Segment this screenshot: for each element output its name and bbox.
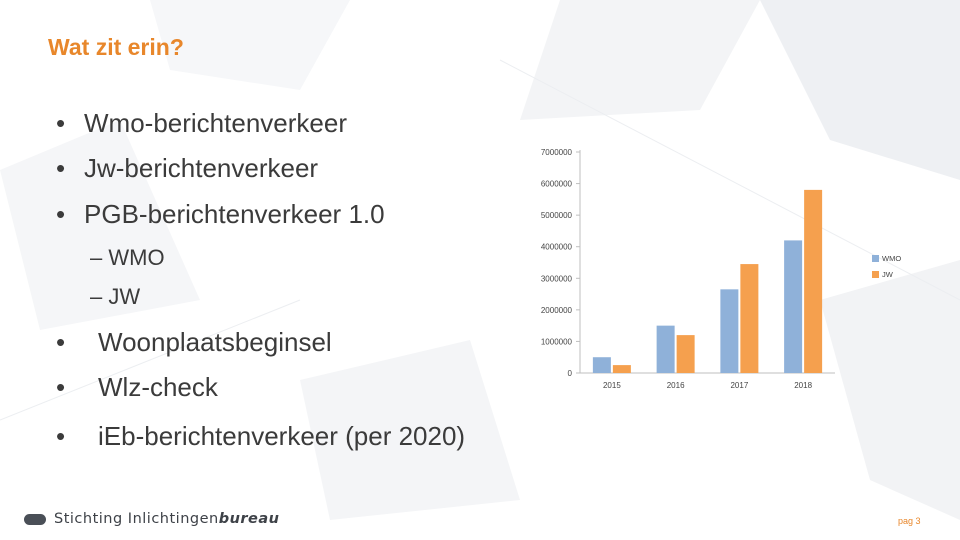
bullet-item: • Woonplaatsbeginsel xyxy=(56,326,332,358)
legend-label-wmo: WMO xyxy=(882,254,901,263)
org-name-bold: bureau xyxy=(218,511,280,527)
bar-wmo-2015 xyxy=(592,357,611,373)
y-tick-label: 3000000 xyxy=(541,274,573,283)
sub-bullet-jw: – JW xyxy=(90,284,141,309)
footer-logo: Stichting Inlichtingenbureau xyxy=(24,511,280,527)
y-tick-label: 6000000 xyxy=(541,180,573,189)
org-name-regular: Stichting Inlichtingen xyxy=(54,511,219,527)
bar-jw-2016 xyxy=(676,335,695,373)
bullet-text: Jw-berichtenverkeer xyxy=(84,153,319,183)
bullet-dot-icon: • xyxy=(56,372,66,402)
bullet-item: • Wmo-berichtenverkeer xyxy=(56,107,347,139)
bullet-dot-icon: • xyxy=(56,108,66,138)
legend-label-jw: JW xyxy=(882,270,894,279)
logo-mark-icon xyxy=(24,513,46,525)
y-tick-label: 2000000 xyxy=(541,306,573,315)
bar-jw-2018 xyxy=(804,189,823,373)
y-tick-label: 4000000 xyxy=(541,243,573,252)
y-tick-label: 1000000 xyxy=(541,337,573,346)
bullet-dot-icon: • xyxy=(56,327,66,357)
bullet-dot-icon: • xyxy=(56,153,66,183)
bar-jw-2015 xyxy=(612,365,631,373)
bullet-item: • Jw-berichtenverkeer xyxy=(56,152,318,184)
bullet-text: Wmo-berichtenverkeer xyxy=(84,108,347,138)
bullet-item: • Wlz-check xyxy=(56,371,218,403)
bar-wmo-2018 xyxy=(784,240,803,373)
bullet-item: • PGB-berichtenverkeer 1.0 xyxy=(56,198,385,230)
x-tick-label: 2018 xyxy=(794,381,812,390)
legend-swatch-wmo xyxy=(872,255,879,262)
bullet-text: Wlz-check xyxy=(98,372,218,402)
bar-chart-svg: 0 1000000 2000000 3000000 4000000 5000000 6000… xyxy=(541,148,901,390)
bullet-dot-icon: • xyxy=(56,199,66,229)
bar-wmo-2016 xyxy=(656,325,675,373)
legend-swatch-jw xyxy=(872,271,879,278)
slide-title: Wat zit erin? xyxy=(48,34,184,60)
page-number: pag 3 xyxy=(898,516,921,526)
bullet-text: iEb-berichtenverkeer (per 2020) xyxy=(98,421,466,451)
y-tick-label: 0 xyxy=(568,369,573,378)
y-tick-label: 7000000 xyxy=(541,148,573,157)
bar-chart: 0 1000000 2000000 3000000 4000000 5000000 6000… xyxy=(510,130,930,400)
bullet-text: PGB-berichtenverkeer 1.0 xyxy=(84,199,385,229)
bullet-item: • iEb-berichtenverkeer (per 2020) xyxy=(56,420,465,452)
y-tick-label: 5000000 xyxy=(541,211,573,220)
bar-wmo-2017 xyxy=(720,289,739,373)
x-tick-label: 2016 xyxy=(667,381,685,390)
org-name: Stichting Inlichtingenbureau xyxy=(54,511,280,527)
x-tick-label: 2017 xyxy=(730,381,748,390)
x-tick-label: 2015 xyxy=(603,381,621,390)
bullet-text: Woonplaatsbeginsel xyxy=(98,327,332,357)
bar-jw-2017 xyxy=(740,264,759,373)
sub-bullet-wmo: – WMO xyxy=(90,245,165,270)
bullet-dot-icon: • xyxy=(56,421,66,451)
